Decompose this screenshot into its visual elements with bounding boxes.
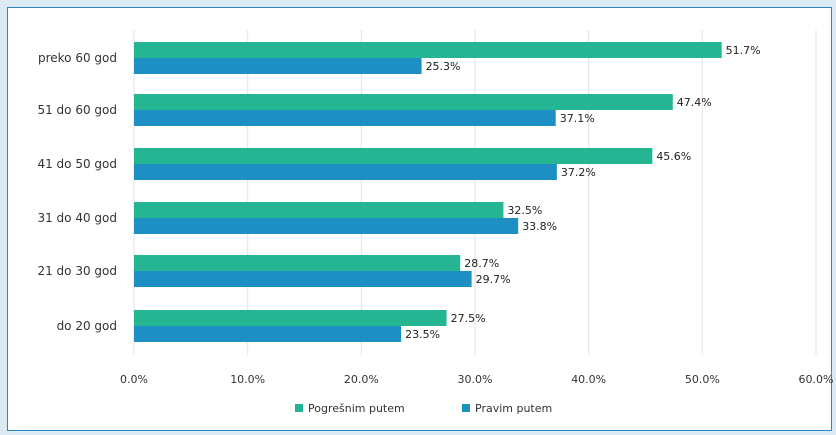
bar-s0-c3 bbox=[134, 202, 504, 218]
category-label-3: 31 do 40 god bbox=[37, 211, 117, 225]
data-label-s1-c3: 33.8% bbox=[522, 220, 557, 233]
x-tick-label-0: 0.0% bbox=[120, 373, 148, 386]
data-label-s1-c1: 37.1% bbox=[560, 112, 595, 125]
bar-s1-c3 bbox=[134, 218, 519, 234]
x-tick-label-4: 40.0% bbox=[571, 373, 606, 386]
bar-s1-c5 bbox=[134, 326, 402, 342]
legend-label-1: Pravim putem bbox=[475, 402, 552, 415]
x-tick-label-6: 60.0% bbox=[799, 373, 834, 386]
data-label-s0-c2: 45.6% bbox=[656, 150, 691, 163]
legend-label-0: Pogrešnim putem bbox=[308, 402, 405, 415]
bar-s1-c4 bbox=[134, 271, 472, 287]
category-label-4: 21 do 30 god bbox=[37, 264, 117, 278]
data-label-s0-c4: 28.7% bbox=[464, 257, 499, 270]
bar-s0-c1 bbox=[134, 94, 673, 110]
category-label-0: preko 60 god bbox=[38, 51, 117, 65]
x-tick-label-3: 30.0% bbox=[458, 373, 493, 386]
x-tick-label-5: 50.0% bbox=[685, 373, 720, 386]
data-label-s0-c0: 51.7% bbox=[726, 44, 761, 57]
category-label-2: 41 do 50 god bbox=[37, 157, 117, 171]
bar-s1-c0 bbox=[134, 58, 422, 74]
bar-s1-c2 bbox=[134, 164, 557, 180]
bar-s0-c0 bbox=[134, 42, 722, 58]
data-label-s0-c5: 27.5% bbox=[451, 312, 486, 325]
bar-s1-c1 bbox=[134, 110, 556, 126]
data-label-s1-c0: 25.3% bbox=[426, 60, 461, 73]
x-tick-label-2: 20.0% bbox=[344, 373, 379, 386]
bar-s0-c4 bbox=[134, 255, 461, 271]
category-label-5: do 20 god bbox=[57, 319, 117, 333]
legend-swatch-1 bbox=[462, 404, 470, 412]
category-label-1: 51 do 60 god bbox=[37, 103, 117, 117]
x-tick-label-1: 10.0% bbox=[230, 373, 265, 386]
data-label-s1-c2: 37.2% bbox=[561, 166, 596, 179]
bar-s0-c5 bbox=[134, 310, 447, 326]
data-label-s1-c5: 23.5% bbox=[405, 328, 440, 341]
bar-s0-c2 bbox=[134, 148, 653, 164]
data-label-s1-c4: 29.7% bbox=[476, 273, 511, 286]
data-label-s0-c3: 32.5% bbox=[507, 204, 542, 217]
data-label-s0-c1: 47.4% bbox=[677, 96, 712, 109]
legend-swatch-0 bbox=[295, 404, 303, 412]
